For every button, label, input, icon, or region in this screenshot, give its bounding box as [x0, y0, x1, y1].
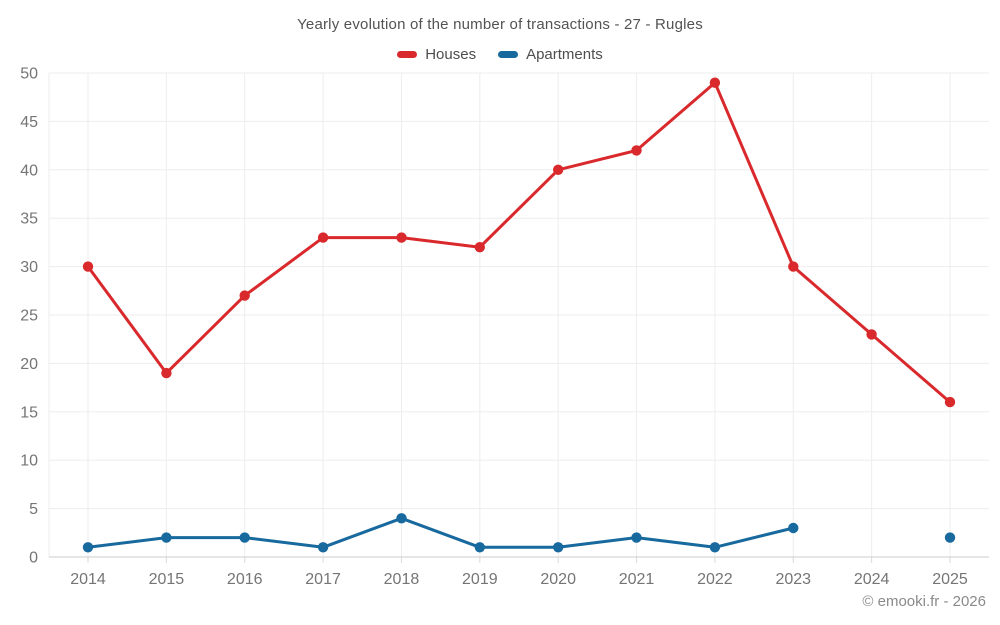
svg-text:25: 25 [20, 308, 38, 325]
svg-text:2022: 2022 [697, 571, 733, 588]
data-point-apartments-2016[interactable] [239, 532, 250, 543]
svg-text:5: 5 [29, 501, 38, 518]
series-apartments [82, 513, 956, 553]
data-point-houses-2017[interactable] [317, 232, 329, 243]
x-axis-labels: 2014 2015 2016 2017 2018 2019 2020 2021 2022 2023… [70, 571, 968, 588]
data-point-apartments-2018[interactable] [396, 513, 407, 524]
y-axis-labels: 0 5 10 15 20 25 30 35 40 45 50 [20, 66, 38, 567]
data-point-apartments-2021[interactable] [631, 532, 642, 543]
svg-text:2014: 2014 [70, 571, 106, 588]
svg-text:20: 20 [20, 356, 38, 373]
svg-text:15: 15 [20, 404, 38, 421]
svg-text:50: 50 [20, 66, 38, 83]
series-houses [82, 77, 956, 408]
data-point-apartments-2014[interactable] [82, 542, 94, 553]
svg-text:0: 0 [29, 550, 38, 567]
data-point-houses-2014[interactable] [82, 261, 94, 272]
chart-legend: Houses Apartments [0, 46, 1000, 63]
data-point-apartments-2019[interactable] [474, 542, 485, 553]
legend-label-houses: Houses [425, 46, 477, 63]
svg-text:2016: 2016 [227, 571, 263, 588]
data-point-apartments-2020[interactable] [553, 542, 564, 553]
data-point-houses-2023[interactable] [788, 261, 799, 272]
svg-text:2019: 2019 [462, 571, 498, 588]
svg-text:40: 40 [20, 162, 38, 179]
svg-text:2023: 2023 [775, 571, 811, 588]
x-axis-ticks [87, 557, 951, 563]
copyright-credit: © emooki.fr - 2026 [862, 593, 986, 610]
data-point-houses-2019[interactable] [474, 242, 485, 253]
houses-series-marker-icon [397, 51, 418, 58]
data-point-apartments-2023[interactable] [788, 522, 799, 534]
svg-text:2025: 2025 [932, 571, 968, 588]
svg-text:10: 10 [20, 453, 38, 470]
data-point-houses-2015[interactable] [161, 367, 172, 379]
data-point-houses-2024[interactable] [866, 329, 877, 340]
svg-text:2018: 2018 [384, 571, 420, 588]
data-point-houses-2016[interactable] [239, 290, 250, 301]
svg-text:2015: 2015 [149, 571, 185, 588]
svg-text:30: 30 [20, 259, 38, 276]
chart-title: Yearly evolution of the number of transa… [297, 16, 703, 33]
data-point-apartments-2022[interactable] [709, 542, 721, 553]
data-point-houses-2025[interactable] [944, 396, 956, 408]
data-point-apartments-2025[interactable] [944, 532, 956, 543]
svg-text:2021: 2021 [619, 571, 655, 588]
data-point-houses-2020[interactable] [553, 164, 564, 175]
legend-item-apartments[interactable]: Apartments [498, 46, 603, 63]
svg-text:35: 35 [20, 211, 38, 228]
data-point-houses-2021[interactable] [631, 145, 642, 156]
horizontal-gridlines [49, 72, 989, 558]
apartments-series-marker-icon [498, 51, 519, 58]
svg-text:2024: 2024 [854, 571, 890, 588]
svg-text:2017: 2017 [305, 571, 341, 588]
legend-label-apartments: Apartments [526, 46, 603, 63]
data-point-apartments-2015[interactable] [161, 532, 172, 543]
legend-item-houses[interactable]: Houses [397, 46, 476, 63]
data-point-apartments-2017[interactable] [317, 542, 329, 553]
data-point-houses-2022[interactable] [709, 77, 721, 88]
svg-text:2020: 2020 [540, 571, 576, 588]
data-point-houses-2018[interactable] [396, 232, 407, 243]
svg-text:45: 45 [20, 114, 38, 131]
